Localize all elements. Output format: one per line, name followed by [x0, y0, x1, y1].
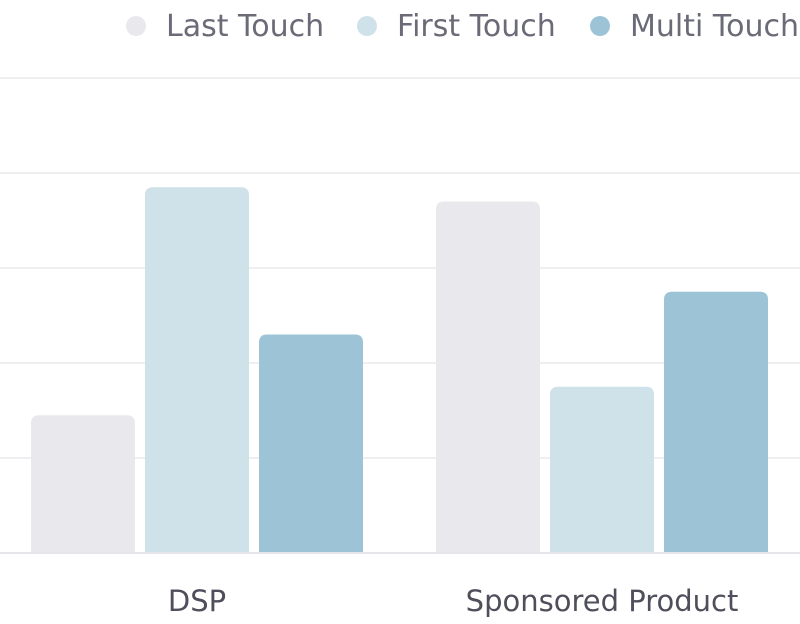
bar-sponsored-product-multi-touch — [664, 291, 768, 553]
legend-item-multi-touch: Multi Touch — [590, 9, 799, 44]
legend: Last Touch First Touch Multi Touch — [126, 9, 799, 44]
legend-marker — [590, 16, 610, 36]
legend-marker — [357, 16, 377, 36]
legend-item-first-touch: First Touch — [357, 9, 556, 44]
bar-dsp-multi-touch — [259, 334, 363, 553]
legend-item-last-touch: Last Touch — [126, 9, 324, 44]
bars — [31, 187, 768, 553]
legend-label: Multi Touch — [630, 9, 799, 44]
bar-dsp-first-touch — [145, 187, 249, 553]
bar-sponsored-product-last-touch — [436, 201, 540, 553]
bar-dsp-last-touch — [31, 415, 135, 553]
x-tick-label: Sponsored Product — [466, 584, 739, 618]
x-tick-label: DSP — [168, 584, 226, 618]
x-tick-labels: DSP Sponsored Product — [168, 584, 738, 618]
legend-label: Last Touch — [166, 9, 324, 44]
bar-sponsored-product-first-touch — [550, 386, 654, 553]
legend-label: First Touch — [397, 9, 556, 44]
legend-marker — [126, 16, 146, 36]
